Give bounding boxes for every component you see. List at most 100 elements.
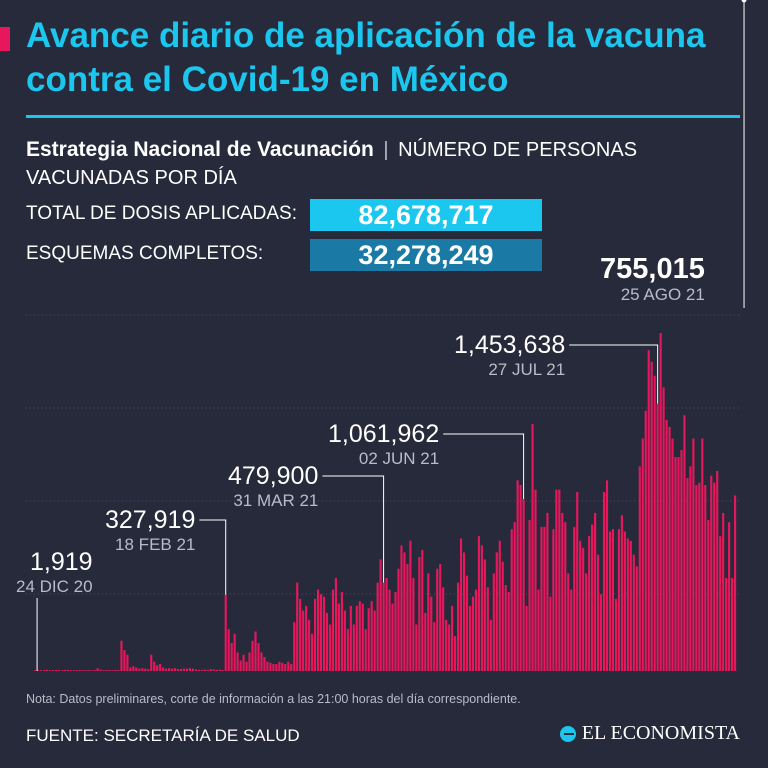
bar bbox=[641, 438, 644, 671]
bar bbox=[683, 415, 686, 671]
bar bbox=[480, 545, 483, 671]
bar bbox=[474, 589, 477, 672]
bar bbox=[677, 457, 680, 671]
bar bbox=[662, 387, 665, 671]
bar bbox=[495, 552, 498, 671]
bar bbox=[498, 540, 501, 671]
bar bbox=[39, 670, 43, 671]
bar bbox=[105, 670, 108, 671]
bar bbox=[361, 603, 364, 671]
bar bbox=[81, 670, 84, 671]
bar bbox=[650, 361, 653, 671]
page-title: Avance diario de aplicación de la vacuna… bbox=[26, 16, 706, 99]
annotation-date: 24 DIC 20 bbox=[16, 577, 93, 596]
bar bbox=[555, 489, 558, 671]
bar bbox=[719, 536, 722, 671]
subtitle-strategy: Estrategia Nacional de Vacunación bbox=[26, 138, 374, 161]
annotation-dot bbox=[741, 0, 747, 3]
bar bbox=[299, 598, 302, 671]
bar bbox=[358, 601, 361, 671]
bar bbox=[90, 670, 93, 671]
bar bbox=[114, 669, 117, 671]
bar bbox=[96, 668, 99, 671]
bar bbox=[489, 619, 492, 671]
bar bbox=[242, 654, 245, 671]
bar bbox=[209, 669, 212, 671]
bar bbox=[129, 667, 132, 671]
bar bbox=[179, 668, 183, 671]
bar bbox=[176, 669, 180, 671]
bar bbox=[218, 669, 221, 671]
bar bbox=[427, 573, 430, 671]
annotation-value: 1,919 bbox=[30, 548, 93, 576]
bar bbox=[528, 519, 531, 672]
total-doses-value: 82,678,717 bbox=[310, 199, 542, 231]
bar bbox=[731, 578, 734, 671]
bar bbox=[540, 526, 543, 671]
bar bbox=[224, 594, 227, 671]
bar bbox=[576, 491, 579, 671]
bar bbox=[680, 450, 683, 672]
bar bbox=[501, 561, 504, 671]
bar bbox=[126, 654, 129, 671]
bar bbox=[343, 610, 346, 671]
bar bbox=[707, 519, 710, 672]
bar bbox=[462, 552, 466, 671]
bar bbox=[588, 536, 591, 671]
bar bbox=[534, 489, 537, 671]
bar bbox=[582, 547, 585, 671]
bar bbox=[227, 629, 230, 671]
bar bbox=[507, 591, 510, 671]
bar bbox=[69, 670, 72, 671]
bar bbox=[433, 622, 436, 671]
bar bbox=[456, 582, 460, 671]
annotation-value: 1,453,638 bbox=[454, 331, 565, 359]
bar bbox=[573, 526, 576, 671]
bar bbox=[668, 426, 671, 672]
bar bbox=[585, 573, 588, 671]
bar bbox=[239, 660, 242, 671]
title-divider bbox=[26, 115, 740, 118]
bar bbox=[248, 652, 251, 671]
bar bbox=[614, 598, 618, 671]
bar bbox=[63, 669, 66, 671]
bar bbox=[439, 564, 442, 671]
bar bbox=[138, 668, 141, 671]
annotation-leader bbox=[199, 519, 227, 595]
bar bbox=[57, 670, 60, 671]
bar bbox=[486, 587, 489, 671]
bar bbox=[412, 578, 415, 671]
bar bbox=[623, 531, 626, 671]
bar bbox=[191, 668, 195, 671]
bar bbox=[108, 670, 111, 671]
bar bbox=[36, 670, 40, 671]
bar bbox=[165, 668, 168, 671]
bar bbox=[245, 661, 248, 671]
annotation-leader bbox=[569, 344, 659, 404]
bar bbox=[123, 650, 126, 671]
bar bbox=[111, 670, 114, 671]
bar bbox=[233, 633, 236, 671]
bar bbox=[278, 661, 281, 671]
bar bbox=[212, 669, 215, 671]
annotation-date: 18 FEB 21 bbox=[115, 535, 195, 554]
bar bbox=[305, 605, 308, 671]
bar bbox=[334, 578, 337, 671]
bar bbox=[504, 584, 507, 671]
bar bbox=[513, 522, 516, 671]
bar bbox=[713, 482, 716, 671]
bar bbox=[84, 670, 87, 671]
bar bbox=[674, 457, 677, 671]
title-accent-bar bbox=[0, 27, 10, 51]
bar bbox=[269, 662, 272, 671]
bar bbox=[337, 603, 340, 671]
bar bbox=[352, 624, 355, 671]
bar bbox=[78, 670, 81, 671]
annotation-leader bbox=[443, 433, 525, 499]
bar bbox=[147, 669, 150, 671]
economista-logo-icon bbox=[559, 725, 576, 742]
bar bbox=[281, 662, 284, 671]
bar bbox=[510, 529, 513, 671]
bar bbox=[638, 466, 641, 671]
bar bbox=[591, 524, 594, 671]
